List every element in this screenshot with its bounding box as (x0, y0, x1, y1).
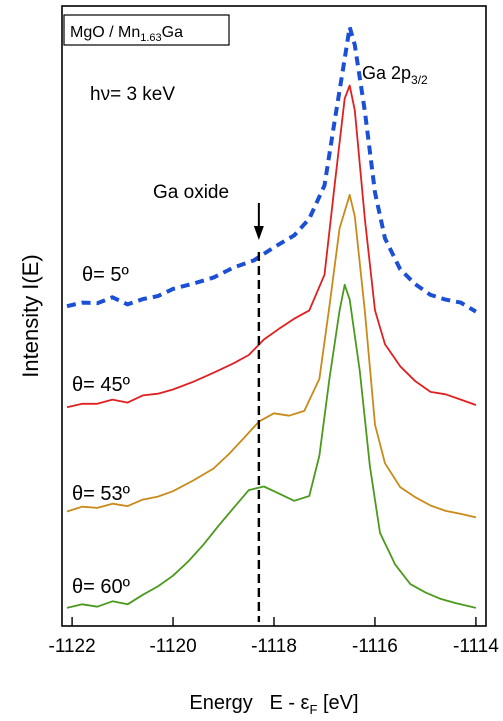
x-axis-label-sub: F (309, 702, 317, 717)
sample-label-suffix: Ga (162, 24, 183, 41)
theta-value: = 53º (83, 483, 130, 505)
x-ticks: -1122 -1120 -1118 -1116 -1114 (49, 617, 499, 657)
photon-energy-label: hν= 3 keV (90, 84, 175, 105)
series-label-theta-5: θ= 5º (82, 264, 129, 286)
x-axis-label-tail: [eV] (317, 692, 358, 714)
sample-label-sub: 1.63 (140, 32, 161, 44)
series-line-0 (66, 25, 477, 314)
series-line-3 (66, 283, 477, 609)
series-label-theta-60: θ= 60º (72, 576, 131, 598)
x-tick-label: -1120 (149, 636, 196, 657)
series-group (66, 25, 477, 609)
theta-symbol: θ (82, 264, 93, 286)
theta-symbol: θ (72, 483, 83, 505)
sample-label: MgO / Mn1.63Ga (70, 24, 183, 44)
sample-label-prefix: MgO / Mn (70, 24, 140, 41)
x-tick-label: -1118 (251, 636, 297, 657)
series-label-theta-45: θ= 45º (72, 374, 131, 396)
x-axis-label-main: Energy E - ε (189, 692, 309, 714)
theta-value: = 5º (93, 264, 129, 286)
oxide-arrow-head (253, 226, 264, 240)
theta-symbol: θ (72, 576, 83, 598)
sample-label-box (63, 14, 230, 46)
peak-label-main: Ga 2p (362, 63, 411, 83)
x-axis-label: Energy E - εF [eV] (189, 692, 358, 717)
series-label-theta-53: θ= 53º (72, 483, 131, 505)
theta-value: = 60º (83, 576, 130, 598)
series-line-2 (66, 194, 477, 519)
theta-value: = 45º (83, 374, 130, 396)
x-tick-label: -1122 (49, 636, 96, 657)
x-tick-label: -1116 (352, 636, 398, 657)
theta-symbol: θ (72, 374, 83, 396)
oxide-annotation-label: Ga oxide (153, 182, 229, 203)
peak-label: Ga 2p3/2 (362, 63, 428, 87)
x-tick-label: -1114 (453, 636, 499, 657)
y-axis-label: Intensity I(E) (18, 254, 43, 377)
peak-label-sub: 3/2 (411, 73, 428, 87)
series-line-1 (66, 84, 477, 409)
